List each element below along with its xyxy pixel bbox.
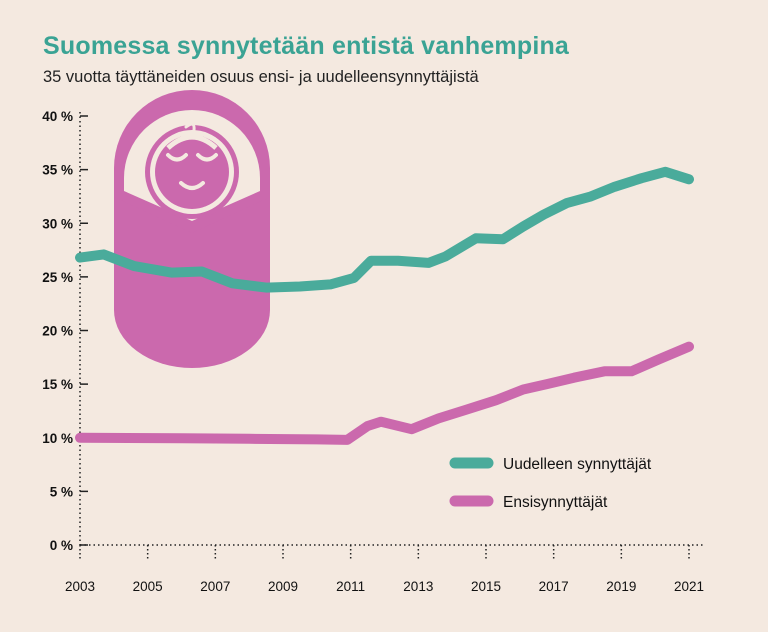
series-line-ensisynnyttajat [75, 341, 694, 445]
y-tick-label: 0 % [50, 538, 73, 553]
legend-label-uudelleen: Uudelleen synnyttäjät [503, 456, 652, 473]
x-tick-label: 2021 [674, 579, 704, 594]
x-tick-label: 2019 [606, 579, 636, 594]
series-line-uudelleen-synnyttajat [75, 166, 694, 293]
legend-label-ensi: Ensisynnyttäjät [503, 494, 608, 511]
x-tick-label: 2013 [403, 579, 433, 594]
chart-subtitle: 35 vuotta täyttäneiden osuus ensi- ja uu… [43, 68, 479, 86]
y-tick-label: 20 % [42, 324, 73, 339]
y-tick-label: 25 % [42, 270, 73, 285]
y-tick-label: 30 % [42, 216, 73, 231]
y-tick-label: 35 % [42, 163, 73, 178]
x-tick-label: 2005 [133, 579, 163, 594]
x-tick-label: 2015 [471, 579, 501, 594]
x-tick-label: 2017 [539, 579, 569, 594]
y-tick-label: 15 % [42, 377, 73, 392]
x-tick-label: 2007 [200, 579, 230, 594]
swaddled-baby-icon [114, 90, 270, 368]
legend: Uudelleen synnyttäjät Ensisynnyttäjät [449, 456, 652, 511]
y-tick-label: 40 % [42, 109, 73, 124]
chart-title: Suomessa synnytetään entistä vanhempina [43, 32, 570, 60]
y-tick-label: 10 % [42, 431, 73, 446]
y-tick-label: 5 % [50, 484, 73, 499]
x-tick-label: 2009 [268, 579, 298, 594]
x-tick-label: 2003 [65, 579, 95, 594]
x-tick-label: 2011 [336, 579, 365, 594]
